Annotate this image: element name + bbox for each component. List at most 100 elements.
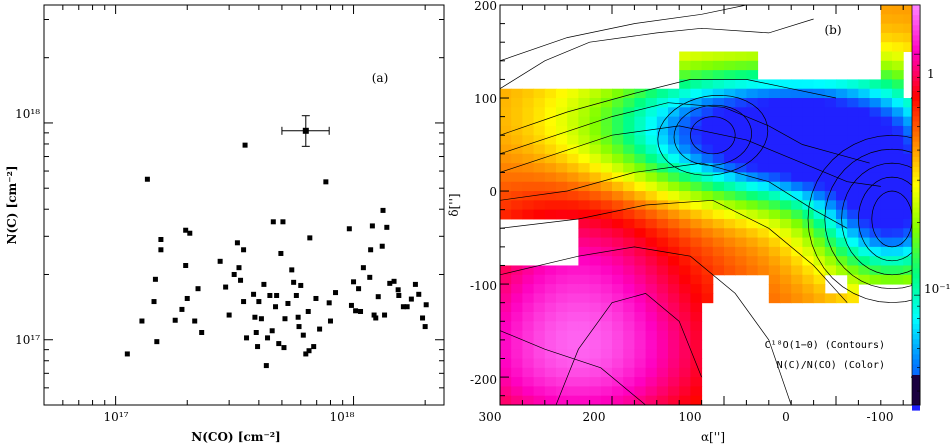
map-pixel [869,172,882,183]
colorbar-tick-1: 1 [927,67,935,81]
map-pixel [612,135,624,146]
map-pixel [623,163,635,173]
data-point [422,324,428,330]
map-pixel [679,237,691,248]
map-pixel [623,367,635,378]
map-pixel [746,246,759,257]
map-pixel [679,339,691,350]
map-pixel [600,321,613,332]
map-pixel [645,163,658,173]
map-pixel [802,88,815,99]
map-pixel [690,311,703,322]
map-pixel [791,98,803,108]
map-pixel [668,321,680,332]
map-pixel [656,88,669,99]
map-pixel [623,191,635,201]
map-pixel [511,395,523,405]
data-point [353,308,359,314]
map-pixel [780,79,792,90]
map-pixel [679,125,691,136]
map-pixel [612,311,624,322]
map-pixel [880,23,893,34]
map-pixel [690,70,703,80]
map-pixel [690,98,703,108]
map-pixel [600,237,613,248]
map-pixel [634,135,647,146]
map-pixel [824,256,837,266]
map-pixel [600,256,613,266]
map-pixel [690,107,703,118]
colorbar-segment [912,313,920,320]
map-pixel [679,358,691,369]
map-pixel [556,367,568,378]
map-pixel [578,358,591,369]
map-pixel [556,107,568,118]
map-pixel [623,209,635,220]
map-pixel [656,228,669,239]
map-pixel [578,200,591,211]
map-pixel [724,144,736,155]
map-pixel [791,293,803,304]
map-pixel [735,107,747,118]
contour-line [555,293,702,405]
map-pixel [612,200,624,211]
map-pixel [533,377,546,387]
map-pixel [847,256,859,266]
map-pixel [656,395,669,405]
map-pixel [567,172,579,183]
map-pixel [668,367,680,378]
map-pixel [836,163,848,173]
map-pixel [612,191,624,201]
map-pixel [701,200,714,211]
map-pixel [612,302,624,313]
map-pixel [500,209,512,220]
map-pixel [724,172,736,183]
map-pixel [847,172,859,183]
map-pixel [712,98,725,108]
data-point [282,316,288,322]
map-pixel [701,98,714,108]
map-pixel [690,237,703,248]
map-pixel [533,367,546,378]
map-pixel [869,191,882,201]
map-pixel [645,395,658,405]
map-pixel [903,163,915,173]
map-pixel [589,116,602,127]
colorbar-segment [912,349,920,355]
map-pixel [836,181,848,192]
map-pixel [746,228,759,239]
map-pixel [735,172,747,183]
map-pixel [903,107,915,118]
map-pixel [645,311,658,322]
map-pixel [757,209,770,220]
map-pixel [533,349,546,359]
map-pixel [802,107,815,118]
map-pixel [858,246,871,257]
map-pixel [903,42,915,53]
data-point [395,287,401,293]
map-pixel [869,246,882,257]
map-pixel [813,107,826,118]
colorbar-segment [912,323,920,330]
map-pixel [600,116,613,127]
panel-a-points [124,115,429,369]
map-pixel [522,163,535,173]
contour-line [500,102,870,164]
map-pixel [656,386,669,397]
panel-b-label: (b) [824,23,841,37]
map-pixel [634,293,647,304]
data-point [231,271,237,277]
data-point [375,294,381,300]
map-pixel [892,265,904,276]
map-pixel [791,181,803,192]
map-pixel [768,237,781,248]
map-pixel [668,284,680,294]
data-point [238,277,244,283]
map-pixel [712,181,725,192]
data-point [172,317,178,323]
data-point [384,224,390,230]
legend-color: N(C)/N(CO) (Color) [777,360,885,371]
map-pixel [802,116,815,127]
map-pixel [645,209,658,220]
contour-peak-center [690,116,736,155]
